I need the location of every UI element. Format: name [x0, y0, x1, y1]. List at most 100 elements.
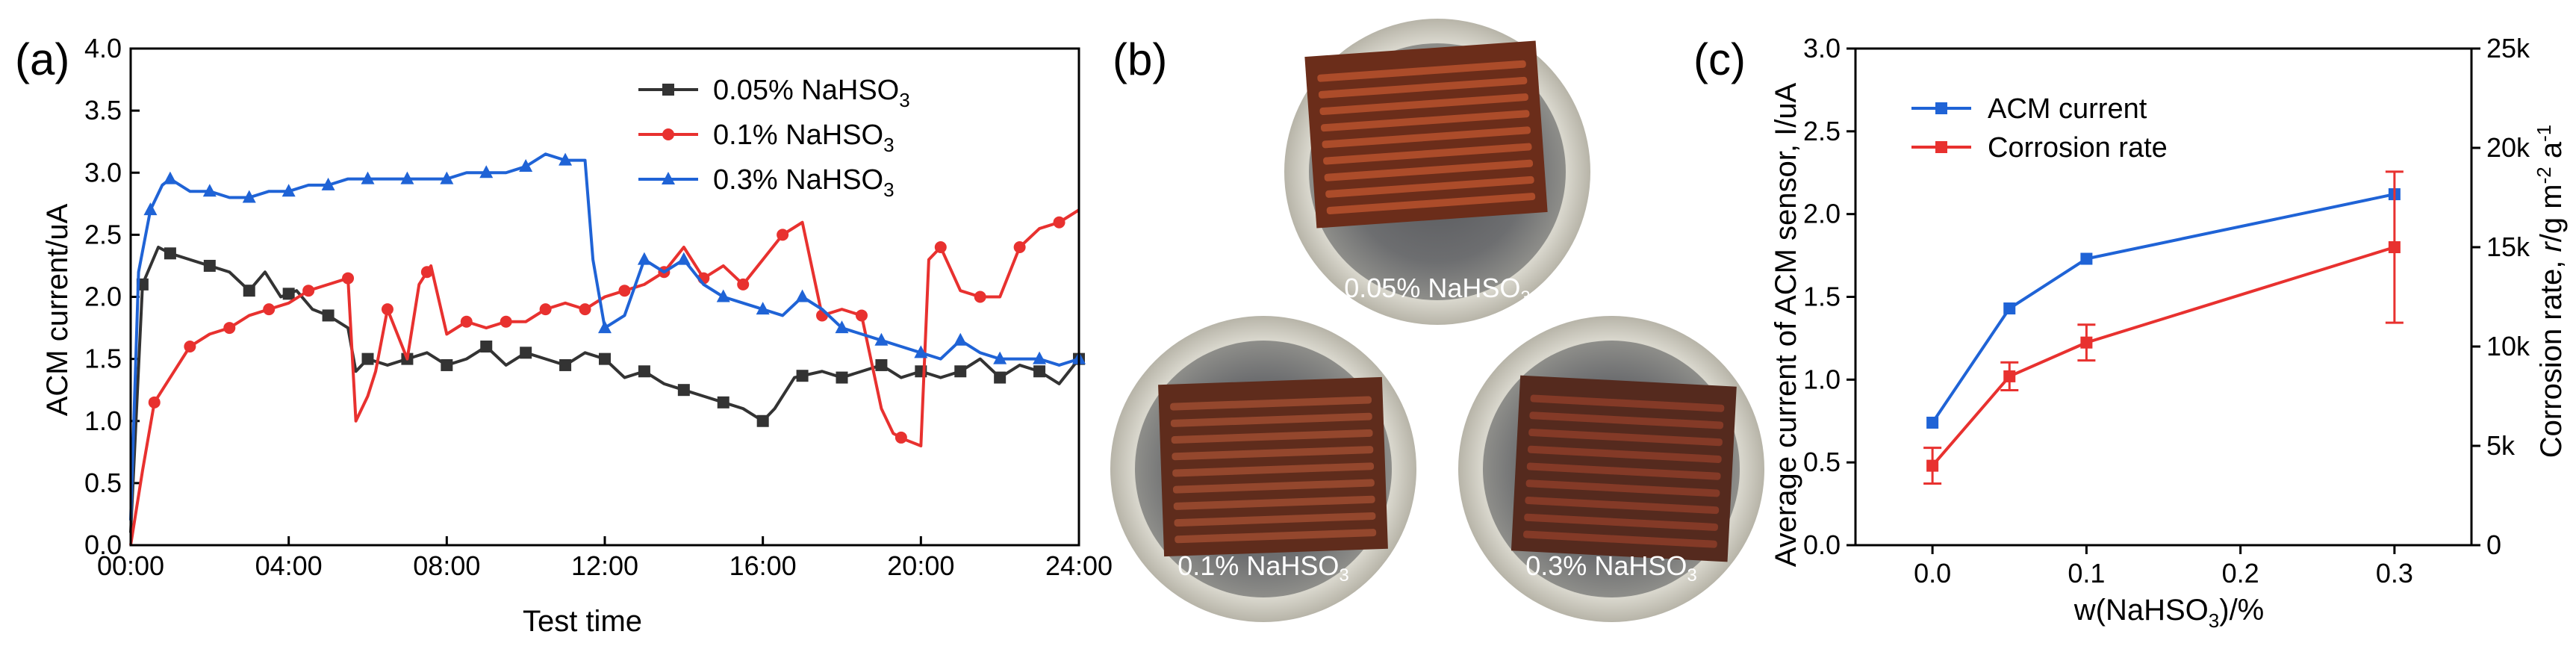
series-marker-2 — [400, 171, 414, 184]
series-marker-2 — [993, 351, 1007, 364]
panel-label-a: (a) — [15, 34, 69, 84]
panel-label-c: (c) — [1693, 34, 1746, 84]
panel-label-b: (b) — [1113, 34, 1167, 84]
electrode-stripe — [1527, 445, 1722, 463]
electrode-stripe — [1319, 93, 1528, 116]
legend-marker-c — [1935, 102, 1947, 114]
electrode-stripe — [1174, 512, 1376, 527]
series-marker-0 — [599, 352, 611, 365]
series-marker-2 — [202, 184, 217, 197]
sample-photo-0.05: 0.05% NaHSO3 — [1284, 19, 1590, 325]
series-marker-c-1 — [1926, 459, 1939, 472]
photo-label-0.05: 0.05% NaHSO3 — [1344, 273, 1530, 308]
series-line-c-1 — [1931, 246, 2395, 467]
y-tick-label-c: 0.0 — [1803, 529, 1841, 560]
legend-marker-a — [662, 172, 675, 184]
series-line-0 — [129, 246, 1080, 533]
series-marker-0 — [796, 370, 809, 382]
x-tick-label-a: 16:00 — [729, 550, 797, 581]
series-marker-1 — [184, 341, 196, 352]
series-line-c-0 — [1931, 193, 2395, 424]
photo-label-0.1: 0.1% NaHSO3 — [1177, 550, 1348, 586]
plot-frame-a — [129, 47, 1080, 547]
series-marker-0 — [875, 358, 888, 371]
series-marker-0 — [836, 371, 848, 384]
y-tick-label-a: 3.5 — [84, 95, 122, 125]
series-marker-2 — [795, 289, 809, 302]
series-marker-1 — [420, 266, 433, 279]
legend-label-c: Corrosion rate — [1988, 132, 2168, 164]
electrode-stripe — [1324, 159, 1534, 181]
y-tick-label-c: 1.0 — [1803, 364, 1841, 394]
series-marker-c-0 — [2003, 302, 2016, 315]
y-tick-label-a: 1.5 — [84, 344, 122, 374]
plot-frame-c — [1854, 47, 2473, 547]
electrode-stripe — [1529, 411, 1724, 429]
y-tick-label-c: 0.5 — [1803, 447, 1841, 477]
electrode-stripe — [1320, 110, 1530, 132]
series-marker-1 — [500, 315, 512, 328]
chart-panel-a: (a) ACM current/uA Test time 00:00 04:00 0… — [15, 33, 1113, 638]
series-marker-2 — [519, 158, 533, 172]
series-marker-2 — [637, 252, 651, 265]
legend-label-c: ACM current — [1988, 93, 2147, 125]
series-marker-0 — [717, 396, 729, 409]
series-marker-0 — [164, 247, 176, 260]
sample-photo-0.3: 0.3% NaHSO3 — [1458, 316, 1764, 622]
y2-tick-label-c: 0 — [2486, 529, 2501, 560]
x-tick-label-a: 20:00 — [887, 550, 954, 581]
series-marker-1 — [460, 315, 473, 328]
series-marker-1 — [539, 303, 552, 316]
series-marker-2 — [321, 177, 335, 190]
x-tick-label-a: 12:00 — [571, 550, 638, 581]
series-marker-0 — [203, 259, 216, 272]
x-tick-label-c: 0.1 — [2068, 558, 2105, 588]
axis-ticks-a: 00:00 04:00 08:00 12:00 16:00 20:00 24:00 0.0 0.… — [84, 33, 1113, 581]
x-axis-title-a: Test time — [523, 605, 642, 638]
series-marker-2 — [559, 152, 573, 166]
series-marker-0 — [954, 365, 967, 378]
electrode-stripe — [1525, 479, 1720, 497]
series-marker-0 — [677, 384, 690, 397]
series-marker-2 — [1033, 351, 1047, 364]
series-marker-1 — [618, 285, 631, 297]
series-marker-c-1 — [2003, 370, 2016, 382]
series-marker-1 — [1013, 241, 1026, 253]
y2-tick-label-c: 20k — [2486, 132, 2530, 163]
x-tick-label-c: 0.0 — [1914, 558, 1951, 588]
legend-marker-a — [662, 128, 674, 140]
series-marker-0 — [243, 285, 255, 297]
electrode-stripe — [1171, 429, 1373, 444]
series-marker-2 — [440, 171, 454, 184]
chart-panel-c: (c) Average current of ACM sensor, I/uA … — [1693, 33, 2568, 632]
series-marker-c-1 — [2388, 241, 2401, 253]
series-marker-1 — [148, 396, 161, 409]
y-tick-label-a: 2.5 — [84, 219, 122, 249]
series-marker-0 — [282, 288, 295, 300]
electrode-stripe — [1526, 462, 1721, 480]
electrode-stripe — [1325, 176, 1534, 198]
series-marker-0 — [994, 371, 1007, 384]
electrode-stripe — [1530, 394, 1725, 412]
legend-label-a: 0.3% NaHSO3 — [713, 164, 895, 201]
series-marker-1 — [777, 229, 789, 241]
series-marker-2 — [361, 171, 375, 184]
x-tick-label-a: 04:00 — [255, 550, 323, 581]
rusted-electrode-0.3 — [1511, 375, 1737, 562]
series-marker-2 — [953, 332, 968, 346]
electrode-stripe — [1173, 495, 1375, 510]
photo-label-0.3: 0.3% NaHSO3 — [1525, 550, 1696, 586]
electrode-stripe — [1170, 396, 1372, 411]
y-tick-label-a: 0.5 — [84, 468, 122, 498]
series-marker-1 — [895, 431, 907, 444]
series-marker-2 — [281, 184, 296, 197]
series-marker-2 — [598, 320, 612, 334]
series-marker-0 — [559, 358, 572, 371]
x-axis-title-c: w(NaHSO3)/% — [2073, 594, 2265, 632]
series-marker-0 — [520, 347, 532, 359]
series-marker-2 — [242, 190, 256, 203]
series-marker-0 — [756, 414, 769, 427]
y-tick-label-a: 1.0 — [84, 406, 122, 436]
series-group-c — [1923, 170, 2404, 485]
